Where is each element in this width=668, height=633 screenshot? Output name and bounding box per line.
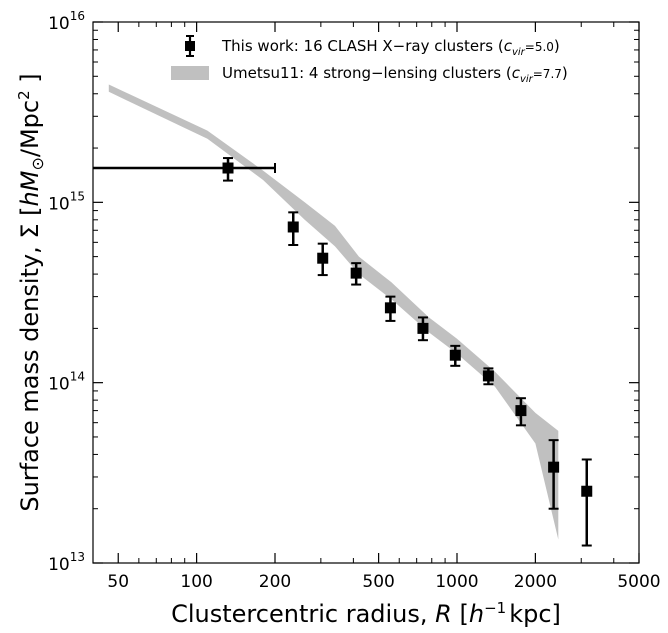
data-point-marker bbox=[449, 349, 461, 361]
data-point-marker bbox=[287, 221, 299, 233]
x-tick-label: 2000 bbox=[514, 572, 557, 592]
data-point-group bbox=[548, 439, 560, 510]
data-point-marker bbox=[581, 485, 593, 497]
y-tick-label: 1014 bbox=[48, 370, 85, 395]
legend-entry: This work: 16 CLASH X−ray clusters (cvir… bbox=[185, 35, 560, 58]
data-point-marker bbox=[222, 162, 234, 174]
data-point-group bbox=[581, 458, 593, 547]
tick-layer: 50 100 200 500 1000 2000 5000 1013 1014 1015 1016 bbox=[48, 9, 661, 592]
data-point-group bbox=[384, 295, 396, 322]
lensing-band bbox=[108, 84, 559, 540]
x-tick-label: 5000 bbox=[617, 572, 660, 592]
data-point-group bbox=[287, 211, 299, 246]
x-tick-label: 1000 bbox=[435, 572, 478, 592]
legend-label: Umetsu11: 4 strong−lensing clusters (cvi… bbox=[222, 64, 568, 85]
y-tick-label: 1016 bbox=[48, 9, 85, 34]
data-point-group bbox=[515, 397, 527, 427]
y-tick-label: 1013 bbox=[48, 550, 85, 575]
y-axis-title: Surface mass density, Σ [hM⊙/Mpc2 ] bbox=[15, 73, 47, 511]
x-tick-label: 500 bbox=[362, 572, 394, 592]
data-point-marker bbox=[350, 267, 362, 279]
x-tick-label: 50 bbox=[107, 572, 129, 592]
legend-swatch-marker bbox=[185, 41, 195, 51]
x-axis-title: Clustercentric radius, R [h−1 kpc] bbox=[171, 599, 561, 628]
data-point-marker bbox=[515, 405, 527, 417]
legend-entry: Umetsu11: 4 strong−lensing clusters (cvi… bbox=[171, 64, 568, 85]
data-point-marker bbox=[417, 322, 429, 334]
data-point-group bbox=[317, 242, 329, 277]
data-point-group bbox=[482, 367, 494, 386]
plot-frame bbox=[92, 21, 640, 564]
data-point-marker bbox=[317, 252, 329, 264]
data-point-marker bbox=[482, 370, 494, 382]
data-point-group bbox=[93, 157, 276, 182]
x-tick-label: 100 bbox=[180, 572, 212, 592]
data-point-group bbox=[449, 344, 461, 367]
y-tick-label: 1015 bbox=[48, 189, 85, 214]
legend: This work: 16 CLASH X−ray clusters (cvir… bbox=[171, 35, 568, 85]
data-point-group bbox=[417, 316, 429, 342]
data-point-group bbox=[350, 262, 362, 286]
legend-label: This work: 16 CLASH X−ray clusters (cvir… bbox=[221, 37, 560, 58]
data-point-marker bbox=[384, 302, 396, 314]
legend-swatch-band bbox=[171, 66, 209, 80]
data-layer bbox=[93, 157, 593, 547]
data-point-marker bbox=[548, 461, 560, 473]
band-layer bbox=[108, 84, 559, 540]
x-tick-label: 200 bbox=[259, 572, 291, 592]
